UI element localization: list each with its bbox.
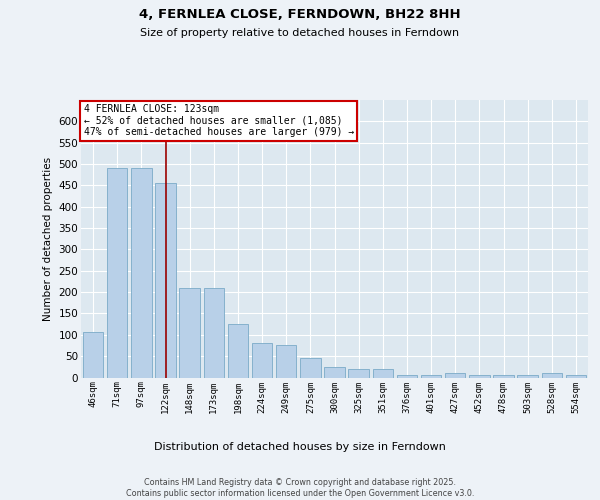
Bar (566, 376, 586, 378)
Bar (227, 324, 248, 378)
Bar (542, 373, 562, 378)
Bar (252, 344, 272, 378)
Bar (397, 376, 417, 378)
Text: Contains HM Land Registry data © Crown copyright and database right 2025.
Contai: Contains HM Land Registry data © Crown c… (126, 478, 474, 498)
Bar (131, 168, 152, 378)
Text: 4, FERNLEA CLOSE, FERNDOWN, BH22 8HH: 4, FERNLEA CLOSE, FERNDOWN, BH22 8HH (139, 8, 461, 20)
Bar (155, 183, 176, 378)
Text: Size of property relative to detached houses in Ferndown: Size of property relative to detached ho… (140, 28, 460, 38)
Bar (324, 367, 345, 378)
Bar (179, 288, 200, 378)
Bar (421, 376, 442, 378)
Bar (107, 168, 127, 378)
Text: 4 FERNLEA CLOSE: 123sqm
← 52% of detached houses are smaller (1,085)
47% of semi: 4 FERNLEA CLOSE: 123sqm ← 52% of detache… (83, 104, 354, 138)
Bar (373, 369, 393, 378)
Y-axis label: Number of detached properties: Number of detached properties (43, 156, 53, 321)
Bar (445, 373, 466, 378)
Bar (276, 346, 296, 378)
Text: Distribution of detached houses by size in Ferndown: Distribution of detached houses by size … (154, 442, 446, 452)
Bar (517, 376, 538, 378)
Bar (493, 376, 514, 378)
Bar (83, 332, 103, 378)
Bar (203, 288, 224, 378)
Bar (300, 358, 320, 378)
Bar (349, 369, 369, 378)
Bar (469, 376, 490, 378)
